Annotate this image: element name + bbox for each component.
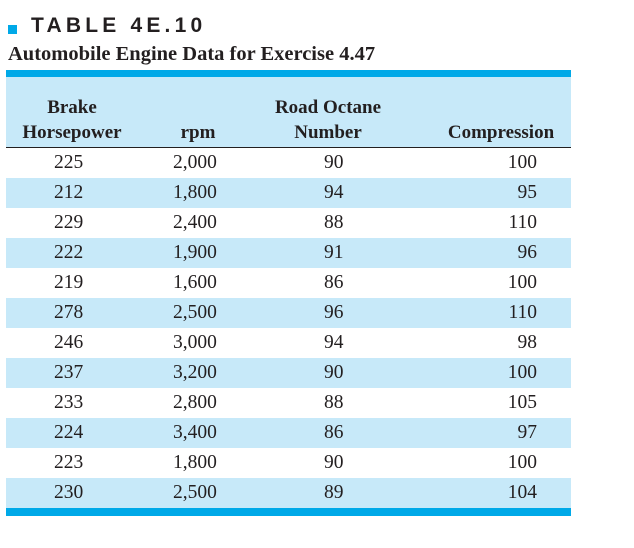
- cell-brake-horsepower: 225: [54, 152, 84, 173]
- cell-brake-horsepower: 222: [54, 242, 84, 263]
- table-row: 225 2,000 90 100: [6, 148, 571, 178]
- header-road-octane-number: Road Octane Number: [254, 95, 402, 145]
- table-row: 212 1,800 94 95: [6, 178, 571, 208]
- header-line: Horsepower: [22, 122, 122, 143]
- cell-compression: 98: [517, 332, 538, 353]
- cell-road-octane-number: 94: [324, 332, 344, 353]
- cell-rpm: 2,500: [173, 482, 217, 503]
- header-compression: Compression: [434, 120, 568, 145]
- cell-road-octane-number: 91: [324, 242, 344, 263]
- table-row: 222 1,900 91 96: [6, 238, 571, 268]
- cell-rpm: 1,800: [173, 182, 217, 203]
- cell-road-octane-number: 86: [324, 272, 344, 293]
- cell-rpm: 2,500: [173, 302, 217, 323]
- top-rule: [6, 70, 571, 77]
- cell-road-octane-number: 86: [324, 422, 344, 443]
- table-row: 230 2,500 89 104: [6, 478, 571, 508]
- header-line: Road Octane: [274, 97, 382, 118]
- cell-brake-horsepower: 230: [54, 482, 84, 503]
- cell-compression: 105: [507, 392, 537, 413]
- cell-rpm: 3,000: [173, 332, 217, 353]
- header-brake-horsepower: Brake Horsepower: [6, 95, 138, 145]
- cell-rpm: 2,800: [173, 392, 217, 413]
- table-title: Automobile Engine Data for Exercise 4.47: [8, 43, 376, 65]
- header-line: Compression: [447, 122, 555, 143]
- engine-data-table: Brake Horsepower rpm Road Octane Number …: [6, 70, 571, 516]
- cell-road-octane-number: 89: [324, 482, 344, 503]
- cell-brake-horsepower: 224: [54, 422, 84, 443]
- header-line: Number: [294, 122, 362, 143]
- cell-compression: 110: [508, 302, 537, 323]
- cell-rpm: 3,400: [173, 422, 217, 443]
- table-row: 233 2,800 88 105: [6, 388, 571, 418]
- cell-compression: 104: [507, 482, 537, 503]
- table-row: 246 3,000 94 98: [6, 328, 571, 358]
- header-rpm: rpm: [166, 120, 230, 145]
- table-row: 223 1,800 90 100: [6, 448, 571, 478]
- bottom-rule: [6, 508, 571, 516]
- table-label-text: TABLE 4E.10: [31, 14, 207, 37]
- cell-compression: 100: [507, 152, 537, 173]
- cell-brake-horsepower: 233: [54, 392, 84, 413]
- cell-road-octane-number: 88: [324, 212, 344, 233]
- cell-road-octane-number: 90: [324, 452, 344, 473]
- table-header: Brake Horsepower rpm Road Octane Number …: [6, 77, 571, 148]
- cell-compression: 96: [517, 242, 538, 263]
- cell-road-octane-number: 96: [324, 302, 344, 323]
- cell-rpm: 3,200: [173, 362, 217, 383]
- square-bullet-icon: [8, 24, 17, 34]
- cell-brake-horsepower: 212: [54, 182, 84, 203]
- table-body: 225 2,000 90 100 212 1,800 94 95 229 2,400 88 110 22…: [6, 148, 571, 508]
- cell-rpm: 1,600: [173, 272, 217, 293]
- table-label: TABLE 4E.10: [8, 13, 206, 39]
- cell-road-octane-number: 90: [324, 152, 344, 173]
- cell-road-octane-number: 90: [324, 362, 344, 383]
- cell-compression: 100: [507, 362, 537, 383]
- cell-road-octane-number: 94: [324, 182, 344, 203]
- table-row: 278 2,500 96 110: [6, 298, 571, 328]
- table-row: 229 2,400 88 110: [6, 208, 571, 238]
- cell-compression: 100: [507, 452, 537, 473]
- cell-rpm: 1,800: [173, 452, 217, 473]
- cell-brake-horsepower: 219: [54, 272, 84, 293]
- cell-brake-horsepower: 237: [54, 362, 84, 383]
- cell-rpm: 1,900: [173, 242, 217, 263]
- cell-brake-horsepower: 223: [54, 452, 84, 473]
- cell-rpm: 2,000: [173, 152, 217, 173]
- cell-brake-horsepower: 246: [54, 332, 84, 353]
- header-line: Brake: [47, 97, 97, 118]
- cell-road-octane-number: 88: [324, 392, 344, 413]
- cell-compression: 110: [508, 212, 537, 233]
- cell-brake-horsepower: 229: [54, 212, 84, 233]
- cell-rpm: 2,400: [173, 212, 217, 233]
- table-row: 237 3,200 90 100: [6, 358, 571, 388]
- cell-compression: 100: [507, 272, 537, 293]
- cell-compression: 95: [517, 182, 538, 203]
- table-row: 224 3,400 86 97: [6, 418, 571, 448]
- table-row: 219 1,600 86 100: [6, 268, 571, 298]
- cell-brake-horsepower: 278: [54, 302, 84, 323]
- header-line: rpm: [180, 122, 216, 143]
- cell-compression: 97: [517, 422, 538, 443]
